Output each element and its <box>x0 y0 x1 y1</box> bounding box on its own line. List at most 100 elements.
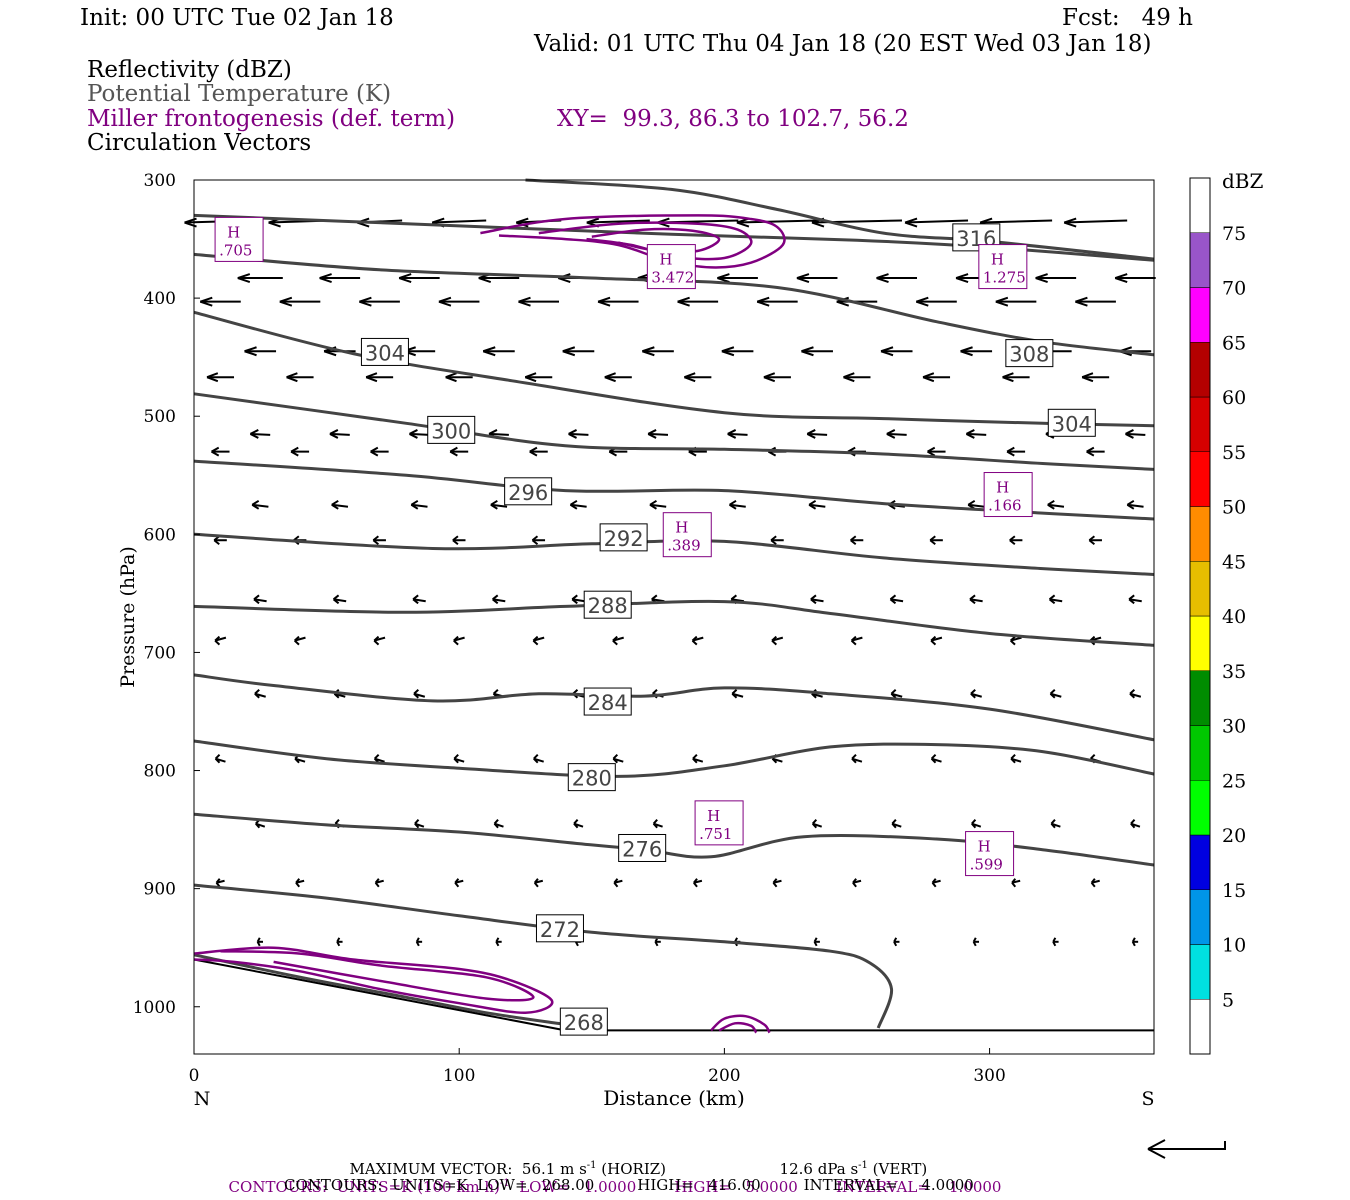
vector-head <box>1090 878 1096 888</box>
contours1-exp: -1 <box>499 1178 510 1189</box>
colorbar-segment <box>1189 396 1211 452</box>
vector-head <box>1126 499 1135 510</box>
vector-head <box>453 754 459 764</box>
vector-head <box>365 372 378 383</box>
terrain-line <box>193 958 566 1032</box>
max-label-value: 1.275 <box>983 269 1026 287</box>
colorbar-segment <box>1189 670 1211 726</box>
field-circulation-vectors: Circulation Vectors <box>87 130 312 156</box>
max-label-value: .389 <box>667 537 700 555</box>
colorbar-label: 20 <box>1222 825 1246 847</box>
x-axis-label: Distance (km) <box>603 1086 745 1110</box>
circulation-vector <box>411 503 428 508</box>
frontogenesis-contour <box>710 1014 771 1034</box>
theta-contour-line <box>525 178 1155 261</box>
colorbar-label: 45 <box>1222 551 1246 573</box>
x-tick-label: 300 <box>973 1066 1005 1086</box>
vector-head <box>684 372 696 383</box>
y-tick-label: 900 <box>144 880 176 900</box>
vector-head <box>571 594 578 605</box>
vector-head <box>412 594 419 605</box>
max-label-h: H <box>675 519 688 537</box>
vector-head <box>449 446 458 457</box>
colorbar-segment <box>1189 287 1211 343</box>
vector-head <box>1130 819 1136 829</box>
theta-label-box <box>1005 339 1054 368</box>
vector-head <box>927 446 936 457</box>
field-potential-temperature: Potential Temperature (K) <box>87 81 392 107</box>
max-label-box <box>983 472 1033 518</box>
vector-head <box>929 535 936 546</box>
footer-contours-fronto: CONTOURS: UNITS=K (100 km h)-1 LOW= 1.00… <box>219 1158 1002 1196</box>
vector-head <box>1129 689 1136 699</box>
circulation-vector <box>492 598 506 603</box>
vector-head <box>729 499 737 510</box>
vector-head <box>1006 446 1015 457</box>
vector-head <box>613 878 619 888</box>
field-frontogenesis: Miller frontogenesis (def. term) <box>87 106 456 132</box>
vector-head <box>931 878 937 888</box>
circulation-vector <box>412 598 426 603</box>
vector-head <box>813 937 818 947</box>
circulation-vector <box>333 598 347 603</box>
vector-head <box>533 754 539 764</box>
frontogenesis-max-label: H3.472 <box>646 244 696 290</box>
vector-head <box>890 689 897 699</box>
circulation-vector <box>807 432 828 436</box>
theta-contour-line <box>193 310 1155 428</box>
colorbar-label: 25 <box>1222 770 1246 792</box>
axes: 300 400 500 600 700 800 900 1000 0 100 200 300 <box>133 171 1006 1086</box>
theta-contour-label: 288 <box>588 594 628 618</box>
circulation-vector <box>572 598 585 603</box>
cross-section-endpoints: XY= 99.3, 86.3 to 102.7, 56.2 <box>557 106 909 132</box>
vector-head <box>214 754 221 764</box>
circulation-vector <box>570 503 587 508</box>
theta-contour-line <box>193 883 894 1029</box>
circulation-vector <box>1125 432 1146 436</box>
vector-head <box>796 273 810 283</box>
frontogenesis-max-label: H.166 <box>983 472 1033 518</box>
vector-head <box>649 499 657 510</box>
y-tick-label: 700 <box>144 643 176 663</box>
max-label-value: .599 <box>970 856 1003 874</box>
frontogenesis-contour <box>718 1021 758 1034</box>
circulation-vector <box>250 432 271 436</box>
circulation-vector <box>651 598 665 603</box>
vector-head <box>692 754 698 764</box>
vector-head <box>568 429 578 439</box>
vector-head <box>495 937 500 947</box>
contours1-text: CONTOURS: UNITS=K (100 km h) <box>228 1178 500 1196</box>
y-tick-label: 500 <box>144 407 176 427</box>
vector-head <box>409 429 418 439</box>
max-label-value: .705 <box>219 241 252 259</box>
vector-head <box>810 594 817 605</box>
vector-head <box>454 878 460 888</box>
vector-head <box>612 635 618 646</box>
vector-head <box>251 499 260 510</box>
vector-head <box>922 372 935 383</box>
vector-head <box>930 635 937 646</box>
theta-contour-label: 308 <box>1009 343 1049 367</box>
vector-head <box>850 535 857 546</box>
vector-head <box>1047 499 1055 510</box>
x-tick-label: 200 <box>708 1066 740 1086</box>
vector-head <box>206 372 219 383</box>
theta-contour-label: 272 <box>540 918 580 942</box>
theta-label-box <box>427 415 476 444</box>
vert-vector-exp: -1 <box>858 1160 868 1171</box>
colorbar-label: 30 <box>1222 716 1246 738</box>
colorbar-label: 15 <box>1222 880 1246 902</box>
vector-head <box>955 273 969 283</box>
max-label-value: .751 <box>699 825 732 843</box>
vector-head <box>244 346 257 357</box>
field-reflectivity: Reflectivity (dBZ) <box>87 57 292 83</box>
colorbar-label: 50 <box>1222 497 1246 519</box>
vector-head <box>721 346 735 357</box>
theta-label-box <box>618 833 667 862</box>
vector-head <box>772 878 778 888</box>
vector-head <box>880 346 894 357</box>
vector-head <box>199 296 213 307</box>
frontogenesis-contour <box>193 946 554 1014</box>
